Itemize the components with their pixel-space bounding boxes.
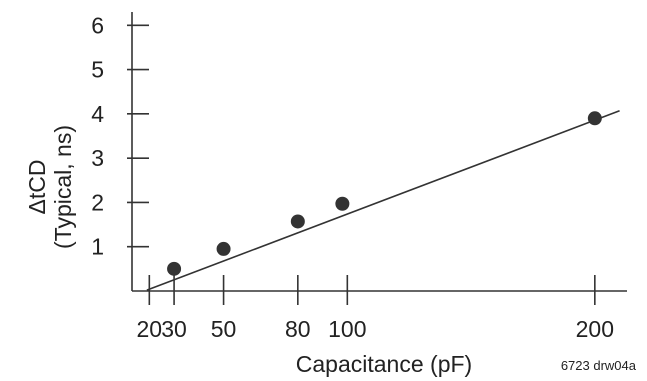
x-tick-label: 200 bbox=[576, 316, 614, 342]
x-tick-label: 80 bbox=[285, 316, 311, 342]
y-axis-title-line2: (Typical, ns) bbox=[50, 125, 76, 249]
data-point bbox=[335, 196, 350, 211]
y-axis-title: ΔtCD (Typical, ns) bbox=[24, 125, 76, 249]
figure-caption: 6723 drw04a bbox=[561, 358, 637, 373]
x-tick-label: 20 bbox=[137, 316, 163, 342]
axes bbox=[131, 12, 627, 292]
y-ticks: 1 2 3 4 5 6 bbox=[91, 12, 149, 260]
y-tick-label: 5 bbox=[91, 57, 104, 83]
data-points bbox=[167, 111, 602, 276]
trend-line bbox=[146, 110, 620, 291]
x-ticks: 20 30 50 80 100 200 bbox=[137, 275, 614, 342]
data-point bbox=[216, 241, 231, 256]
y-axis-title-line1: ΔtCD bbox=[24, 160, 50, 215]
x-tick-label: 100 bbox=[328, 316, 366, 342]
x-axis-title: Capacitance (pF) bbox=[296, 351, 472, 377]
data-point bbox=[587, 111, 602, 126]
y-tick-label: 4 bbox=[91, 101, 104, 127]
y-tick-label: 6 bbox=[91, 12, 104, 38]
data-point bbox=[167, 261, 182, 276]
y-tick-label: 2 bbox=[91, 189, 104, 215]
data-point bbox=[290, 214, 305, 229]
y-tick-label: 3 bbox=[91, 145, 104, 171]
x-tick-label: 30 bbox=[161, 316, 187, 342]
x-tick-label: 50 bbox=[211, 316, 237, 342]
y-tick-label: 1 bbox=[91, 234, 104, 260]
